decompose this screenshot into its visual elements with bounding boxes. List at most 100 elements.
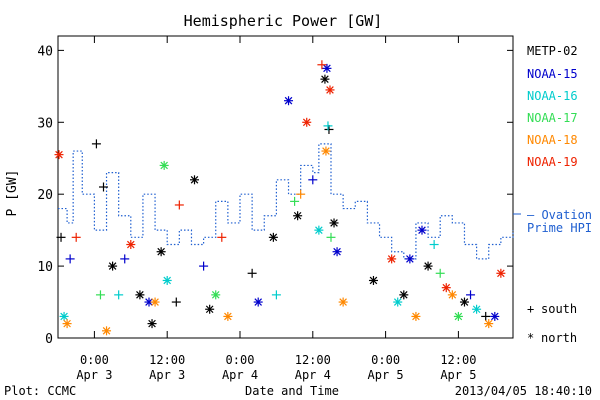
legend-noaa-17: NOAA-17 [527, 111, 578, 125]
point-metp-02-south [171, 297, 181, 307]
y-tick-label: 20 [37, 188, 53, 203]
point-noaa-19-north [496, 268, 506, 278]
point-noaa-18-north [62, 319, 72, 329]
x-tick-time-label: 0:00 [226, 353, 255, 367]
point-noaa-17-south [326, 232, 336, 242]
legend-metp-02: METP-02 [527, 44, 578, 58]
point-noaa-17-north [453, 311, 463, 321]
point-noaa-18-north [338, 297, 348, 307]
point-noaa-16-north [393, 297, 403, 307]
point-noaa-19-south [174, 200, 184, 210]
point-noaa-19-south [217, 232, 227, 242]
point-noaa-18-north [102, 326, 112, 336]
x-tick-time-label: 0:00 [80, 353, 109, 367]
point-noaa-15-north [417, 225, 427, 235]
y-tick-label: 10 [37, 260, 53, 275]
legend-south-symbol: + [527, 302, 534, 316]
point-metp-02-south [99, 182, 108, 192]
point-noaa-15-north [332, 247, 342, 257]
point-noaa-19-north [387, 254, 397, 264]
ovation-step-line [58, 143, 514, 260]
point-noaa-18-north [411, 311, 421, 321]
point-noaa-15-north [405, 254, 415, 264]
legend-noaa-15: NOAA-15 [527, 67, 578, 81]
point-noaa-16-north [314, 225, 324, 235]
legend: METP-02 NOAA-15 NOAA-16 NOAA-17 NOAA-18 … [513, 44, 592, 345]
point-noaa-15-south [65, 254, 75, 264]
point-noaa-19-north [54, 150, 64, 160]
point-noaa-17-north [159, 160, 169, 170]
point-noaa-18-north [321, 146, 331, 156]
point-noaa-18-north [223, 311, 233, 321]
point-noaa-17-north [211, 290, 221, 300]
point-noaa-15-south [199, 261, 209, 271]
x-tick-date-label: Apr 3 [76, 368, 112, 382]
x-tick-time-label: 12:00 [295, 353, 331, 367]
ovation-hpi-line [58, 143, 514, 260]
point-noaa-18-north [150, 297, 160, 307]
plot-frame [57, 35, 514, 339]
point-noaa-15-north [490, 311, 500, 321]
plot-timestamp: 2013/04/05 18:40:10 [455, 384, 592, 398]
point-noaa-19-north [325, 85, 335, 95]
point-metp-02-north [459, 297, 469, 307]
y-tick-label: 30 [37, 116, 53, 131]
point-metp-02-south [91, 139, 101, 149]
point-metp-02-north [268, 232, 278, 242]
point-noaa-19-north [126, 240, 136, 250]
point-noaa-16-north [472, 304, 482, 314]
point-noaa-18-north [484, 319, 494, 329]
point-metp-02-north [205, 304, 215, 314]
point-metp-02-north [368, 275, 378, 285]
legend-noaa-16: NOAA-16 [527, 89, 578, 103]
point-metp-02-north [147, 319, 157, 329]
y-axis-ticks: 0 10 20 30 40 [37, 44, 513, 347]
y-tick-label: 40 [37, 44, 53, 59]
chart-title: Hemispheric Power [GW] [184, 12, 383, 30]
legend-noaa-19: NOAA-19 [527, 155, 578, 169]
point-noaa-19-north [302, 117, 312, 127]
legend-noaa-18: NOAA-18 [527, 133, 578, 147]
point-noaa-15-north [322, 63, 332, 73]
legend-north-label: north [541, 331, 577, 345]
point-noaa-15-north [253, 297, 263, 307]
point-metp-02-south [247, 268, 257, 278]
y-axis-label: P [GW] [5, 170, 20, 217]
point-noaa-15-south [466, 290, 476, 300]
x-tick-time-label: 12:00 [440, 353, 476, 367]
point-metp-02-north [423, 261, 433, 271]
point-noaa-16-south [429, 240, 439, 250]
point-noaa-15-north [284, 96, 294, 106]
point-metp-02-north [320, 74, 330, 84]
point-noaa-19-north [441, 283, 451, 293]
point-metp-02-south [56, 232, 66, 242]
point-noaa-16-south [323, 121, 333, 131]
x-tick-time-label: 0:00 [371, 353, 400, 367]
point-metp-02-north [135, 290, 145, 300]
point-noaa-17-south [95, 290, 105, 300]
legend-south-label: south [541, 302, 577, 316]
point-metp-02-north [293, 211, 303, 221]
point-noaa-19-south [317, 60, 327, 70]
legend-ovation-line1: — Ovation [527, 208, 592, 222]
point-noaa-16-north [59, 311, 69, 321]
x-tick-date-label: Apr 5 [440, 368, 476, 382]
point-noaa-18-north [447, 290, 457, 300]
point-metp-02-north [156, 247, 166, 257]
point-metp-02-north [399, 290, 409, 300]
legend-ovation-line2: Prime HPI [527, 221, 592, 235]
point-noaa-19-south [71, 232, 81, 242]
data-points [54, 60, 506, 336]
point-noaa-16-south [271, 290, 281, 300]
point-noaa-17-south [290, 196, 300, 206]
point-noaa-15-south [308, 175, 318, 185]
legend-north-symbol: * [527, 331, 534, 345]
x-tick-date-label: Apr 3 [149, 368, 185, 382]
point-metp-02-north [190, 175, 199, 185]
point-noaa-15-south [120, 254, 130, 264]
point-noaa-17-south [435, 268, 445, 278]
point-noaa-16-south [114, 290, 124, 300]
point-metp-02-north [329, 218, 339, 228]
x-tick-date-label: Apr 4 [295, 368, 331, 382]
